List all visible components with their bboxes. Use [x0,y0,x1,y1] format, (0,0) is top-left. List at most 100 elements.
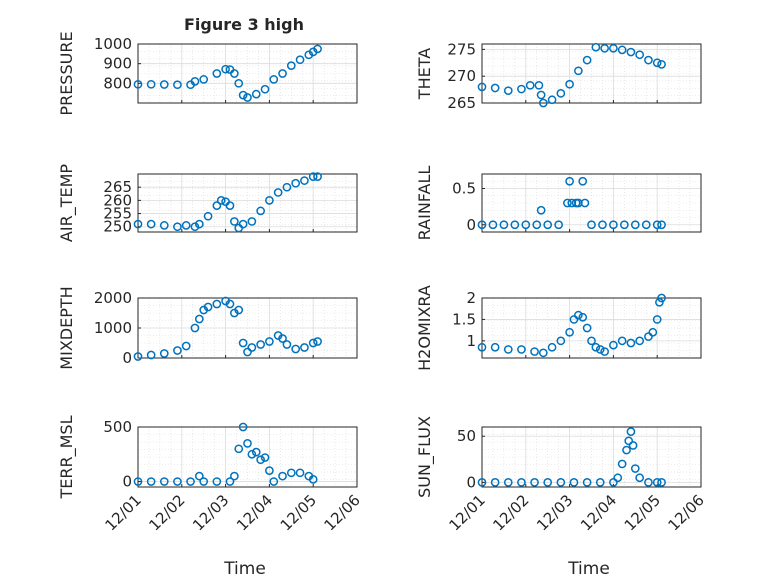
data-point [517,345,526,354]
data-point [238,90,248,100]
data-point [230,217,239,226]
data-point [613,473,623,483]
axes-box [137,43,358,104]
x-tick-label: 12/05 [277,491,320,534]
y-tick-label: 0 [122,473,132,491]
data-point [503,86,513,96]
data-point [532,220,542,230]
data-point [133,79,143,89]
data-point [251,447,261,457]
data-point [133,219,143,229]
data-point [591,42,601,52]
data-point [578,312,588,322]
axes-box [481,297,702,359]
axes-box [481,173,702,233]
data-point [565,79,574,89]
data-point [580,198,590,208]
data-point [530,478,539,487]
y-tick-label: 1 [466,332,476,350]
data-point [477,342,487,352]
y-tick-label: 275 [447,40,476,58]
data-point [536,90,546,100]
data-point [609,220,618,230]
data-point [146,79,156,89]
data-point [199,477,209,486]
data-point [146,350,156,360]
data-point [626,338,636,348]
x-tick-label: 12/02 [489,491,532,534]
data-point [641,220,651,230]
data-point [278,471,287,481]
data-point [582,55,592,65]
subplot-mixdepth: 0 1000 2000 MIXDEPTH [57,286,358,370]
x-tick-label: 12/02 [145,491,188,534]
data-point [159,477,169,486]
data-point [313,44,322,54]
data-point [308,172,318,181]
data-point [238,219,248,229]
data-point [300,343,309,352]
data-point [221,64,230,74]
y-tick-label: 2 [466,289,476,307]
data-point [243,93,252,102]
data-point [563,198,572,208]
data-point [234,305,244,315]
x-tick-label: 12/06 [321,491,364,534]
data-point [617,45,627,55]
data-point [569,478,579,487]
data-point [247,343,257,352]
data-point [569,315,579,324]
data-point [278,334,287,343]
data-point [238,338,248,348]
data-point [488,220,498,230]
data-point [609,478,618,487]
y-tick-label: 255 [103,205,132,223]
data-point [313,337,322,346]
y-tick-label: 0 [122,349,132,367]
data-point [490,342,500,352]
data-point [282,182,292,192]
data-point [159,80,169,89]
data-point [547,95,557,105]
data-point [256,340,265,349]
y-tick-label: 270 [447,67,476,85]
data-point [554,220,564,230]
data-point [598,220,607,230]
x-tick-label: 12/05 [621,491,664,534]
data-point [503,345,513,354]
data-point [286,468,296,478]
data-point [510,220,520,230]
axes-box [137,173,358,233]
data-point [133,352,143,361]
data-point [538,348,548,358]
data-point [652,478,662,487]
data-point [278,69,287,78]
data-point [251,89,261,99]
data-point [635,336,645,346]
data-point [194,314,204,324]
y-tick-label: 0.5 [452,180,476,198]
data-point [212,69,222,78]
data-point [308,338,318,348]
data-point [543,220,553,230]
data-point [199,75,209,84]
data-point [547,342,557,352]
y-tick-label: 0 [466,473,476,491]
data-point [286,61,296,70]
y-tick-label: 500 [103,418,132,436]
data-point [247,449,257,459]
data-point [538,98,548,108]
axes-box [481,426,702,488]
x-tick-label: 12/04 [233,491,276,534]
y-tick-label: 250 [103,218,132,236]
data-point [591,342,601,352]
y-axis-label: THETA [415,48,434,100]
data-point [190,77,200,86]
data-point [234,444,244,454]
y-tick-label: 800 [103,74,132,92]
data-point [624,436,634,446]
data-point [234,78,244,88]
data-point [146,219,156,229]
data-point [635,50,645,60]
